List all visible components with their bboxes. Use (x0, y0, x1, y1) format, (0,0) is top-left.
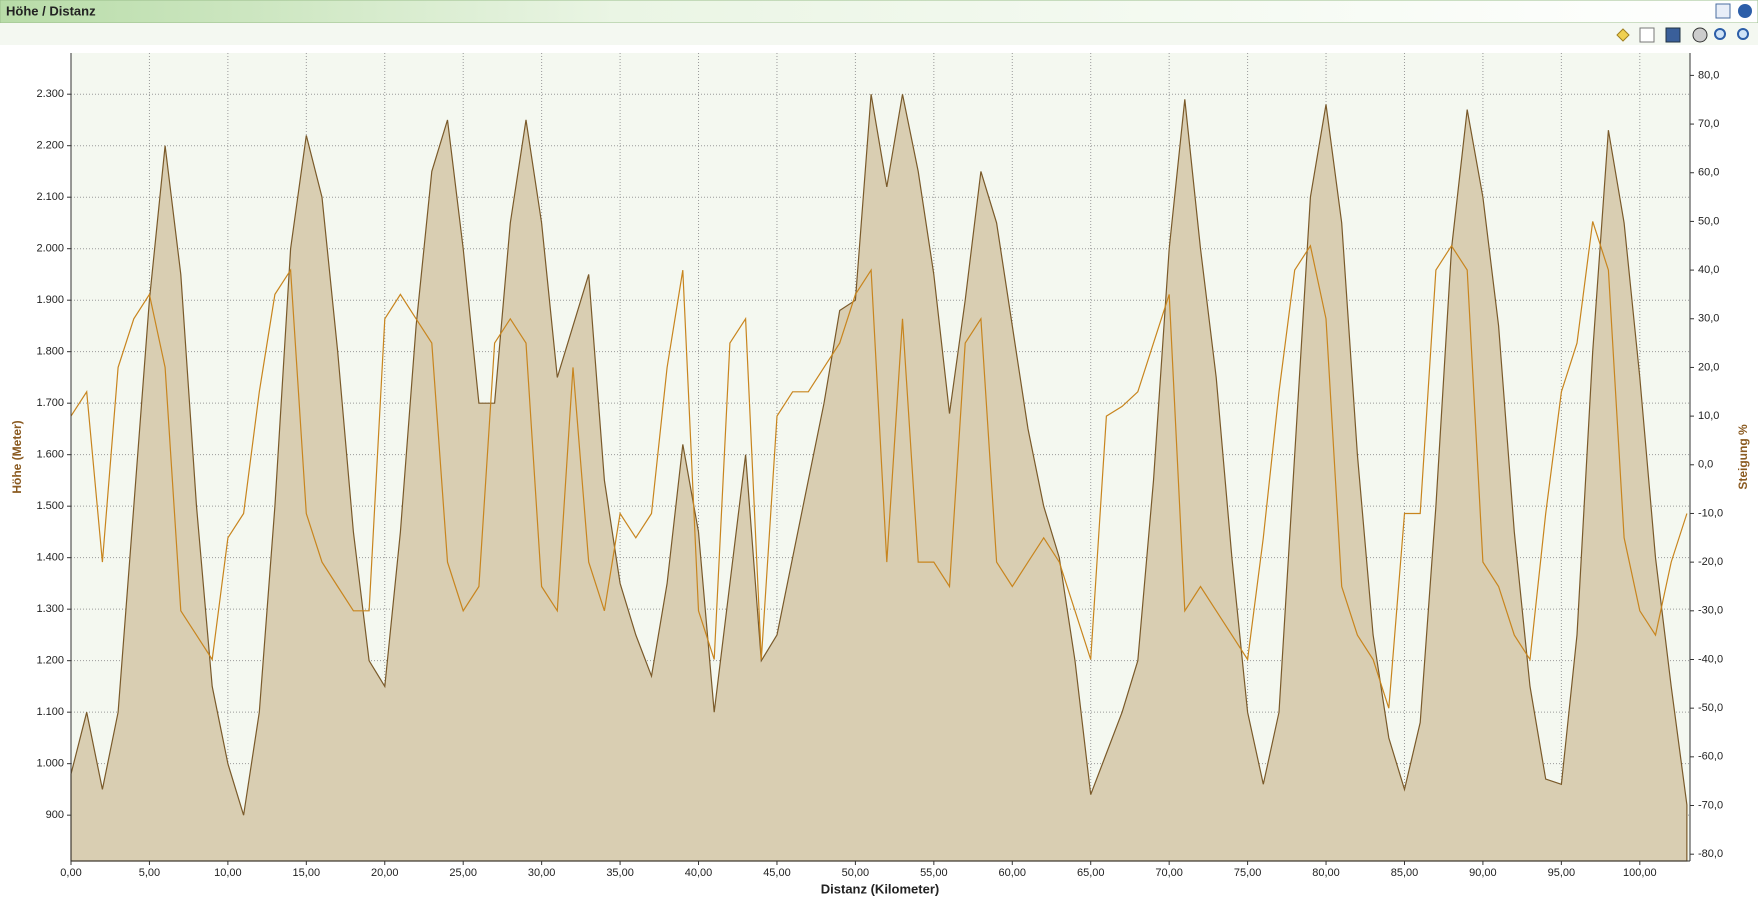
zoom-in-tool[interactable] (1714, 28, 1726, 40)
save-tool[interactable] (1665, 27, 1681, 43)
y-tick-label: 2.200 (36, 140, 64, 152)
x-tick-label: 25,00 (449, 867, 477, 879)
y2-tick-label: 60,0 (1698, 167, 1719, 179)
y2-tick-label: -60,0 (1698, 751, 1723, 763)
y-tick-label: 1.600 (36, 449, 64, 461)
x-tick-label: 75,00 (1234, 867, 1262, 879)
y-tick-label: 1.800 (36, 346, 64, 358)
x-axis-label: Distanz (Kilometer) (821, 881, 939, 896)
y2-tick-label: 50,0 (1698, 215, 1719, 227)
toolbar (0, 23, 1758, 45)
y2-tick-label: -10,0 (1698, 507, 1723, 519)
settings-tool[interactable] (1692, 27, 1708, 43)
y-tick-label: 1.500 (36, 500, 64, 512)
y2-tick-label: 30,0 (1698, 313, 1719, 325)
y-tick-label: 2.000 (36, 243, 64, 255)
y-tick-label: 1.200 (36, 655, 64, 667)
y2-tick-label: -50,0 (1698, 702, 1723, 714)
chart-tool[interactable] (1639, 27, 1655, 43)
x-tick-label: 20,00 (371, 867, 399, 879)
x-tick-label: 80,00 (1312, 867, 1340, 879)
y2-tick-label: -20,0 (1698, 556, 1723, 568)
layout-button[interactable] (1715, 3, 1731, 19)
window-title: Höhe / Distanz (6, 3, 96, 18)
x-tick-label: 10,00 (214, 867, 242, 879)
zoom-out-tool[interactable] (1737, 28, 1749, 40)
y-tick-label: 1.000 (36, 758, 64, 770)
y-tick-label: 1.700 (36, 397, 64, 409)
x-tick-label: 40,00 (685, 867, 713, 879)
y2-tick-label: -30,0 (1698, 605, 1723, 617)
y-tick-label: 1.300 (36, 603, 64, 615)
x-tick-label: 100,00 (1623, 867, 1657, 879)
y2-tick-label: 10,0 (1698, 410, 1719, 422)
elevation-area (70, 94, 1688, 862)
y2-axis-label: Steigung % (1736, 424, 1750, 490)
title-bar (0, 0, 1758, 24)
x-tick-label: 90,00 (1469, 867, 1497, 879)
axes: 0,00 5,00 10,00 15,00 20,00 25,00 30,00 35,00 40… (36, 69, 1723, 879)
x-tick-label: 35,00 (606, 867, 634, 879)
y2-tick-label: 40,0 (1698, 264, 1719, 276)
x-tick-label: 0,00 (60, 867, 81, 879)
y2-tick-label: -70,0 (1698, 799, 1723, 811)
y2-tick-label: -40,0 (1698, 653, 1723, 665)
x-tick-label: 15,00 (293, 867, 321, 879)
x-tick-label: 5,00 (139, 867, 160, 879)
y2-tick-label: 80,0 (1698, 69, 1719, 81)
marks (70, 94, 1688, 862)
y2-tick-label: 20,0 (1698, 361, 1719, 373)
x-tick-label: 70,00 (1155, 867, 1183, 879)
x-tick-label: 45,00 (763, 867, 791, 879)
gradient-line (70, 221, 1688, 709)
y2-tick-label: 0,0 (1698, 459, 1713, 471)
x-tick-label: 60,00 (999, 867, 1027, 879)
menu-button[interactable] (1738, 4, 1752, 18)
y2-tick-label: -80,0 (1698, 848, 1723, 860)
x-tick-label: 55,00 (920, 867, 948, 879)
y-tick-label: 900 (46, 809, 64, 821)
y-tick-label: 1.900 (36, 294, 64, 306)
y2-tick-label: 70,0 (1698, 118, 1719, 130)
marker-tool[interactable] (1616, 28, 1630, 42)
y-axis-label: Höhe (Meter) (10, 420, 24, 493)
x-tick-label: 65,00 (1077, 867, 1105, 879)
y-tick-label: 1.400 (36, 552, 64, 564)
x-tick-label: 85,00 (1391, 867, 1419, 879)
y-tick-label: 2.100 (36, 191, 64, 203)
x-tick-label: 50,00 (842, 867, 870, 879)
x-tick-label: 95,00 (1548, 867, 1576, 879)
x-tick-label: 30,00 (528, 867, 556, 879)
y-tick-label: 2.300 (36, 88, 64, 100)
y-tick-label: 1.100 (36, 706, 64, 718)
